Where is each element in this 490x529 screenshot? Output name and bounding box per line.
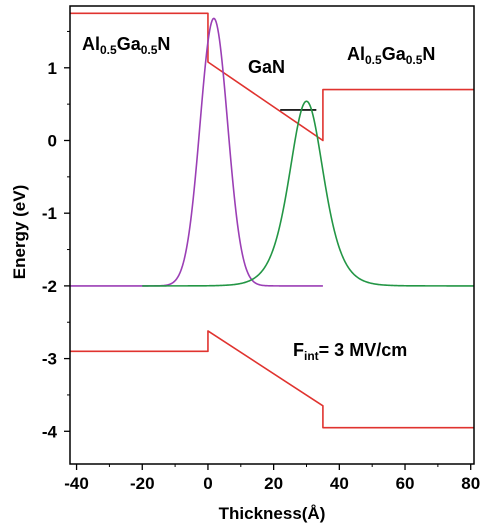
series-hole-wavefunction xyxy=(142,100,474,287)
well-label: GaN xyxy=(248,57,285,77)
y-axis-title: Energy (eV) xyxy=(10,185,29,279)
x-tick-label: 40 xyxy=(330,474,349,493)
right-barrier-label: Al0.5Ga0.5N xyxy=(347,44,435,67)
series-valence-band xyxy=(70,330,474,429)
y-tick-label: -1 xyxy=(42,204,57,223)
plot-lines xyxy=(70,12,474,429)
axis-ticks: -40 -20 0 20 40 60 80 1 0 -1 -2 -3 -4 xyxy=(42,30,480,493)
x-axis-title: Thickness(Å) xyxy=(219,504,326,523)
plot-frame xyxy=(69,5,475,465)
series-electron-wavefunction xyxy=(70,17,323,287)
field-label: Fint= 3 MV/cm xyxy=(293,340,407,363)
y-tick-label: -2 xyxy=(42,277,57,296)
x-tick-label: -20 xyxy=(130,474,155,493)
x-tick-label: 80 xyxy=(461,474,480,493)
y-tick-label: 1 xyxy=(48,59,57,78)
x-tick-label: 0 xyxy=(203,474,212,493)
y-tick-label: -4 xyxy=(42,422,58,441)
left-barrier-label: Al0.5Ga0.5N xyxy=(82,34,170,57)
x-tick-label: -40 xyxy=(64,474,89,493)
x-tick-label: 60 xyxy=(396,474,415,493)
y-tick-label: 0 xyxy=(48,131,57,150)
x-tick-label: 20 xyxy=(264,474,283,493)
y-tick-label: -3 xyxy=(42,350,57,369)
series-conduction-band xyxy=(70,12,474,142)
